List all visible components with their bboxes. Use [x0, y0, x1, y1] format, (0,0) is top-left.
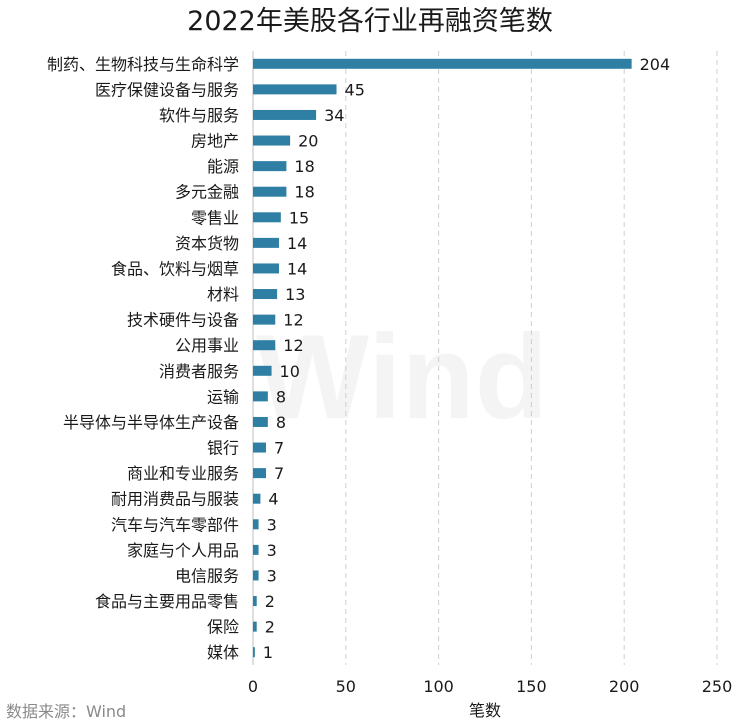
bar	[253, 58, 632, 69]
bar	[253, 519, 259, 530]
category-label: 运输	[207, 387, 239, 406]
category-label: 电信服务	[175, 566, 239, 585]
x-tick-label: 250	[702, 677, 733, 696]
value-label: 3	[267, 566, 277, 585]
value-label: 7	[274, 464, 284, 483]
value-label: 12	[283, 336, 303, 355]
category-label: 保险	[207, 618, 239, 637]
category-label: 医疗保健设备与服务	[95, 80, 239, 99]
value-label: 12	[283, 311, 303, 330]
bar	[253, 416, 268, 427]
bar	[253, 340, 276, 351]
category-labels: 制药、生物科技与生命科学医疗保健设备与服务软件与服务房地产能源多元金融零售业资本…	[47, 55, 239, 662]
category-label: 房地产	[191, 132, 239, 151]
bar	[253, 468, 266, 479]
value-label: 2	[265, 592, 275, 611]
source-note: 数据来源：Wind	[6, 702, 126, 721]
value-label: 4	[268, 490, 278, 509]
value-label: 13	[285, 285, 305, 304]
bar	[253, 391, 268, 402]
category-label: 媒体	[207, 643, 239, 662]
value-label: 204	[640, 55, 671, 74]
bar	[253, 186, 287, 197]
bar	[253, 289, 278, 300]
value-label: 18	[294, 183, 314, 202]
value-label: 14	[287, 234, 307, 253]
category-label: 制药、生物科技与生命科学	[47, 55, 239, 74]
category-label: 耐用消费品与服装	[111, 490, 239, 509]
category-label: 材料	[207, 285, 239, 304]
bar	[253, 135, 291, 146]
watermark: Wind	[256, 310, 548, 444]
bar	[253, 596, 257, 607]
bar	[253, 544, 259, 555]
category-label: 多元金融	[175, 183, 239, 202]
bar	[253, 263, 279, 274]
value-label: 1	[263, 643, 273, 662]
category-label: 消费者服务	[159, 362, 239, 381]
category-label: 半导体与半导体生产设备	[63, 413, 239, 432]
x-tick-label: 50	[336, 677, 356, 696]
value-label: 18	[294, 157, 314, 176]
value-label: 20	[298, 132, 318, 151]
category-label: 银行	[207, 439, 239, 458]
category-label: 技术硬件与设备	[127, 311, 239, 330]
value-label: 8	[276, 413, 286, 432]
bar	[253, 493, 261, 504]
bar	[253, 314, 276, 325]
bar	[253, 212, 281, 223]
value-label: 10	[280, 362, 300, 381]
value-label: 7	[274, 439, 284, 458]
bar	[253, 621, 257, 632]
x-tick-label: 0	[248, 677, 258, 696]
value-label: 34	[324, 106, 344, 125]
bar	[253, 647, 255, 658]
category-label: 汽车与汽车零部件	[111, 515, 239, 534]
x-tick-label: 200	[609, 677, 640, 696]
bar	[253, 84, 337, 95]
bars	[253, 58, 632, 658]
value-label: 14	[287, 259, 307, 278]
category-label: 食品与主要用品零售	[95, 592, 239, 611]
category-label: 食品、饮料与烟草	[111, 259, 239, 278]
gridlines	[252, 51, 718, 665]
category-label: 能源	[207, 157, 239, 176]
category-label: 商业和专业服务	[127, 464, 239, 483]
value-label: 15	[289, 208, 309, 227]
x-tick-labels: 0 50 100 150 200 250	[248, 677, 732, 696]
bar	[253, 570, 259, 581]
chart-title: 2022年美股各行业再融资笔数	[187, 6, 553, 37]
category-label: 资本货物	[175, 234, 239, 253]
category-label: 公用事业	[175, 336, 239, 355]
value-label: 2	[265, 618, 275, 637]
value-label: 8	[276, 387, 286, 406]
value-label: 45	[345, 80, 365, 99]
x-tick-label: 150	[516, 677, 547, 696]
bar	[253, 365, 272, 376]
category-label: 零售业	[191, 208, 239, 227]
bar	[253, 109, 317, 120]
x-axis-title: 笔数	[469, 701, 501, 720]
bar	[253, 442, 266, 453]
value-label: 3	[267, 515, 277, 534]
bar	[253, 161, 287, 172]
x-tick-label: 100	[423, 677, 454, 696]
category-label: 家庭与个人用品	[127, 541, 239, 560]
value-label: 3	[267, 541, 277, 560]
bar	[253, 237, 279, 248]
category-label: 软件与服务	[159, 106, 239, 125]
